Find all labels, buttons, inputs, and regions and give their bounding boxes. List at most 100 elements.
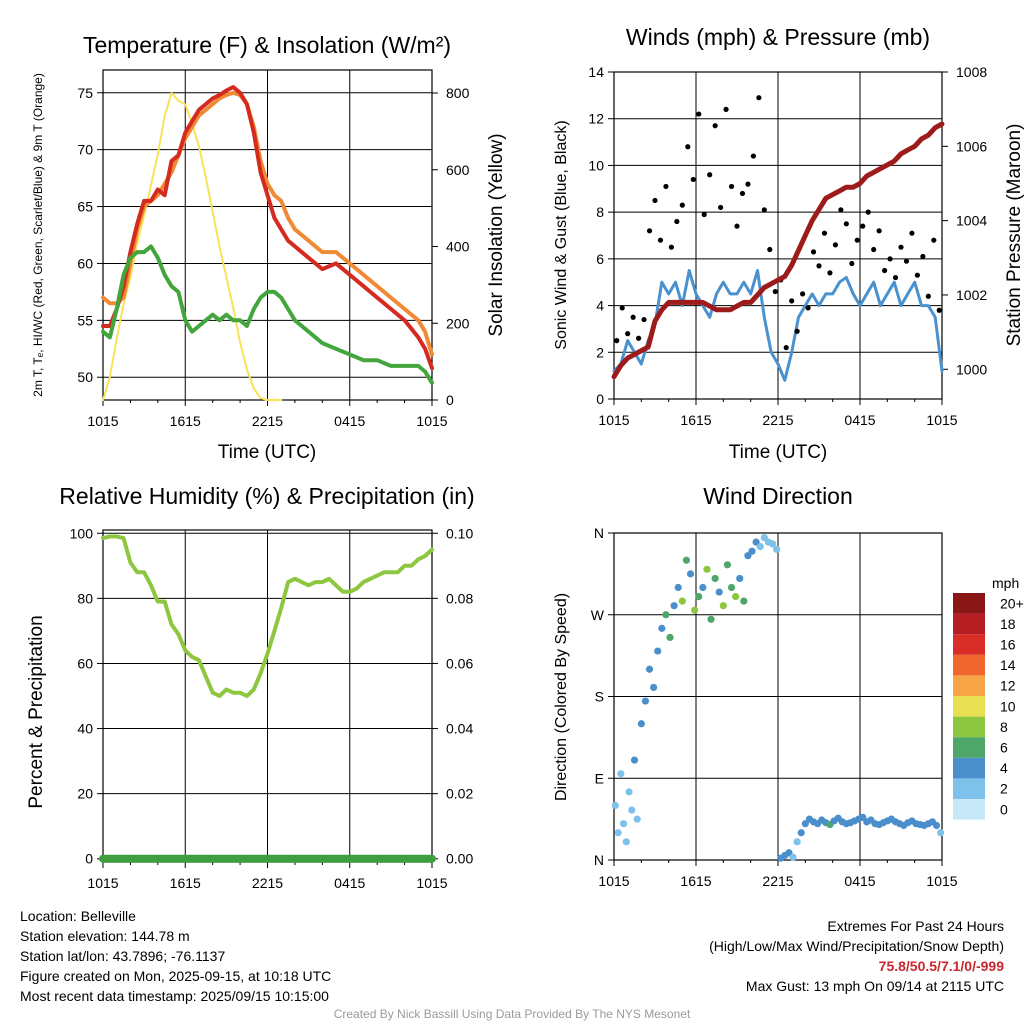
y-tick-label: 60 xyxy=(77,655,93,671)
gust-point xyxy=(882,267,888,274)
y-tick-label: 2 xyxy=(596,344,604,360)
gust-point xyxy=(794,328,800,334)
gust-point xyxy=(614,338,620,344)
y-tick-label: 12 xyxy=(588,111,604,127)
y-tick-label: 8 xyxy=(596,204,604,220)
humidity-title: Relative Humidity (%) & Precipitation (i… xyxy=(59,483,474,509)
legend-label: 0 xyxy=(1000,801,1008,817)
gust-point xyxy=(636,335,642,341)
gust-point xyxy=(892,274,899,281)
gust-point xyxy=(805,305,811,311)
y-tick-label: 50 xyxy=(77,369,93,385)
x-tick-label: 2215 xyxy=(252,875,283,891)
y-tick-label: 4 xyxy=(596,298,604,314)
x-tick-label: 1015 xyxy=(416,413,447,429)
gust-point xyxy=(630,314,636,320)
y-tick-label: W xyxy=(591,607,605,623)
gust-point xyxy=(789,298,795,304)
x-tick-label: 1015 xyxy=(416,875,447,891)
legend-swatch xyxy=(953,613,985,635)
direction-point xyxy=(691,606,699,614)
y2-tick-label: 600 xyxy=(446,162,470,178)
winds-xlabel: Time (UTC) xyxy=(729,442,828,463)
direction-title: Wind Direction xyxy=(703,483,853,509)
max-gust-text: Max Gust: 13 mph On 09/14 at 2115 UTC xyxy=(745,978,1004,994)
gust-point xyxy=(750,153,757,159)
direction-point xyxy=(619,820,628,828)
legend-swatch xyxy=(953,799,985,820)
gust-point xyxy=(668,244,675,250)
temperature-series-line xyxy=(101,90,434,357)
y-tick-label: N xyxy=(594,852,604,868)
temperature-ylabel: 2m T, Tₑ, HI/WC (Red, Green, Scarlet/Blu… xyxy=(31,73,45,397)
extremes-title: Extremes For Past 24 Hours xyxy=(827,918,1004,934)
y-tick-label: 0 xyxy=(596,391,604,407)
temperature-title: Temperature (F) & Insolation (W/m²) xyxy=(83,32,451,58)
direction-point xyxy=(789,853,797,861)
direction-point xyxy=(645,665,654,673)
x-tick-label: 1015 xyxy=(926,873,957,889)
y-tick-label: 14 xyxy=(588,64,604,80)
gust-point xyxy=(646,228,653,234)
y2-tick-label: 400 xyxy=(446,239,470,255)
gust-point xyxy=(903,258,910,264)
y2-tick-label: 0.02 xyxy=(446,786,473,802)
legend-label: 16 xyxy=(1000,637,1016,653)
gust-point xyxy=(816,263,822,269)
gust-point xyxy=(728,183,735,190)
x-tick-label: 2215 xyxy=(762,412,793,428)
direction-point xyxy=(937,829,945,837)
y-tick-label: 100 xyxy=(70,525,94,541)
y2-tick-label: 0.04 xyxy=(446,721,473,737)
winds-panel: 1015 1615 2215 0415 1015 0 2 4 6 8 10 12 14 1000 1002 1… xyxy=(553,24,1024,463)
y2-tick-label: 1002 xyxy=(956,287,987,303)
legend-swatch xyxy=(953,757,985,779)
gust-point xyxy=(843,221,849,227)
gust-point xyxy=(821,230,828,236)
direction-point xyxy=(715,588,723,596)
direction-point xyxy=(633,815,641,823)
x-tick-label: 0415 xyxy=(334,413,365,429)
direction-point xyxy=(678,597,686,605)
gust-point xyxy=(920,253,926,260)
gust-point xyxy=(827,270,833,276)
gust-point xyxy=(931,237,937,243)
gust-point xyxy=(909,230,915,236)
y-tick-label: E xyxy=(595,770,604,786)
direction-point xyxy=(695,592,703,601)
gust-point xyxy=(696,111,702,117)
latlon-text: Station lat/lon: 43.7896; -76.1137 xyxy=(20,948,226,964)
x-tick-label: 0415 xyxy=(844,873,875,889)
direction-point xyxy=(732,592,740,601)
direction-point xyxy=(666,633,674,642)
legend-label: 20+ xyxy=(1000,595,1024,611)
x-tick-label: 1015 xyxy=(87,413,118,429)
gust-point xyxy=(641,316,647,323)
direction-point xyxy=(611,801,619,810)
direction-point xyxy=(932,821,941,830)
x-tick-label: 1015 xyxy=(598,412,629,428)
direction-point xyxy=(711,574,719,583)
gust-point xyxy=(739,190,746,197)
y2-tick-label: 1008 xyxy=(956,64,987,80)
elevation-text: Station elevation: 144.78 m xyxy=(20,928,190,944)
direction-point xyxy=(719,602,727,610)
x-tick-label: 1615 xyxy=(170,875,201,891)
direction-point xyxy=(625,788,633,796)
winds-ylabel: Sonic Wind & Gust (Blue, Black) xyxy=(553,120,570,349)
gust-point xyxy=(810,249,817,255)
humidity-panel: 1015 1615 2215 0415 1015 0 20 40 60 80 100 0.00 0.02… xyxy=(26,483,475,891)
x-tick-label: 1615 xyxy=(680,412,711,428)
gust-point xyxy=(854,237,860,243)
winds-title: Winds (mph) & Pressure (mb) xyxy=(626,24,930,50)
gust-point xyxy=(652,197,658,204)
direction-point xyxy=(793,838,801,846)
y-tick-label: 55 xyxy=(77,312,93,328)
extremes-info: Extremes For Past 24 Hours (High/Low/Max… xyxy=(709,916,1004,996)
legend-label: 6 xyxy=(1000,740,1008,756)
temperature-series-line xyxy=(101,244,434,385)
direction-point xyxy=(703,565,711,573)
gust-point xyxy=(887,256,893,262)
gust-point xyxy=(860,223,866,229)
